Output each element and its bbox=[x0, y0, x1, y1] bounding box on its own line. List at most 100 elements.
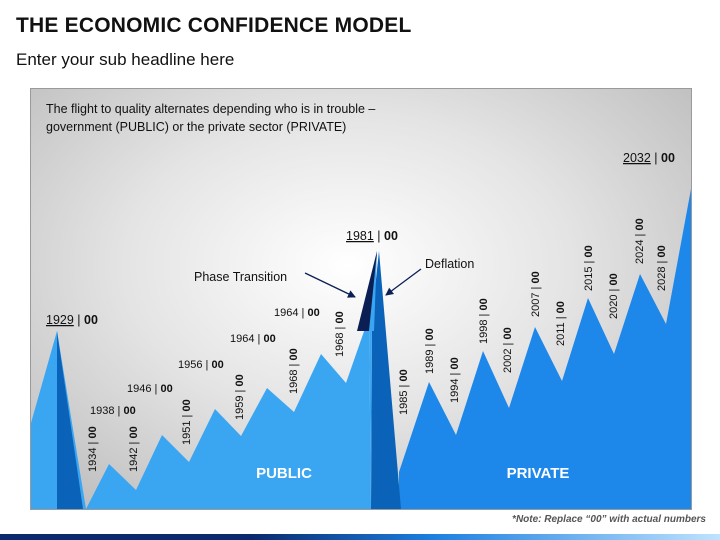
cycle-label-h: 1938 | 00 bbox=[90, 405, 136, 417]
cycle-separator: | bbox=[608, 286, 620, 295]
peak-value-1929: 00 bbox=[84, 313, 98, 327]
cycle-value: 00 bbox=[181, 399, 193, 411]
deflation-label: Deflation bbox=[425, 257, 474, 271]
cycle-value: 00 bbox=[634, 218, 646, 230]
cycle-year: 1968 bbox=[288, 370, 300, 394]
cycle-year: 1956 bbox=[178, 359, 202, 371]
cycle-separator: | bbox=[202, 359, 211, 371]
peak-value-2032: 00 bbox=[661, 151, 675, 165]
cycle-separator: | bbox=[288, 361, 300, 370]
cycle-value: 00 bbox=[555, 301, 567, 313]
spike-1929 bbox=[57, 331, 83, 509]
peak-year-1929: 1929 bbox=[46, 313, 74, 327]
cycle-label-h: 1964 | 00 bbox=[230, 333, 276, 345]
cycle-label-v: 1989 | 00 bbox=[424, 328, 436, 374]
peak-separator-1929: | bbox=[74, 313, 84, 327]
cycle-separator: | bbox=[398, 382, 410, 391]
cycle-separator: | bbox=[555, 313, 567, 322]
cycle-separator: | bbox=[151, 383, 160, 395]
footnote: *Note: Replace “00” with actual numbers bbox=[512, 514, 706, 525]
confidence-model-diagram: The flight to quality alternates dependi… bbox=[31, 102, 691, 509]
cycle-year: 2028 bbox=[656, 267, 668, 291]
cycle-label-v: 2028 | 00 bbox=[656, 245, 668, 291]
cycle-separator: | bbox=[87, 439, 99, 448]
private-area bbox=[399, 189, 691, 509]
peak-separator-1981: | bbox=[374, 229, 384, 243]
phase-transition-arrow bbox=[304, 272, 356, 298]
deflation-arrow bbox=[385, 268, 422, 296]
cycle-value: 00 bbox=[398, 369, 410, 381]
cycle-label-v: 1942 | 00 bbox=[128, 426, 140, 472]
cycle-label-v: 1985 | 00 bbox=[398, 369, 410, 415]
cycle-label-v: 1959 | 00 bbox=[234, 374, 246, 420]
cycle-separator: | bbox=[449, 370, 461, 379]
phase-transition-label: Phase Transition bbox=[194, 270, 287, 284]
description-line-2: government (PUBLIC) or the private secto… bbox=[46, 120, 346, 134]
cycle-year: 2020 bbox=[608, 295, 620, 319]
cycle-year: 2002 bbox=[502, 349, 514, 373]
cycle-label-v: 2011 | 00 bbox=[555, 301, 567, 346]
cycle-label-v: 1951 | 00 bbox=[181, 399, 193, 445]
cycle-year: 1934 bbox=[87, 448, 99, 472]
cycle-separator: | bbox=[298, 307, 307, 319]
public-area bbox=[31, 317, 371, 509]
description-line-1: The flight to quality alternates dependi… bbox=[46, 102, 375, 116]
peak-label-2032: 2032 | 00 bbox=[623, 151, 675, 165]
cycle-year: 2011 bbox=[555, 322, 567, 346]
peak-year-1981: 1981 bbox=[346, 229, 374, 243]
cycle-separator: | bbox=[530, 284, 542, 293]
cycle-value: 00 bbox=[288, 348, 300, 360]
cycle-separator: | bbox=[128, 439, 140, 448]
cycle-value: 00 bbox=[234, 374, 246, 386]
cycle-year: 2024 bbox=[634, 240, 646, 264]
cycle-label-v: 2015 | 00 bbox=[583, 245, 595, 291]
cycle-separator: | bbox=[478, 311, 490, 320]
cycle-year: 1938 bbox=[90, 405, 114, 417]
cycle-separator: | bbox=[502, 340, 514, 349]
cycle-value: 00 bbox=[478, 298, 490, 310]
cycle-value: 00 bbox=[334, 311, 346, 323]
cycle-year: 1964 bbox=[274, 307, 298, 319]
footer-bar bbox=[0, 534, 720, 540]
cycle-year: 2015 bbox=[583, 267, 595, 291]
cycle-value: 00 bbox=[160, 383, 172, 395]
spike-1981-mid bbox=[369, 251, 377, 331]
cycle-year: 1959 bbox=[234, 396, 246, 420]
cycle-separator: | bbox=[634, 231, 646, 240]
cycle-year: 1968 bbox=[334, 333, 346, 357]
cycle-value: 00 bbox=[502, 327, 514, 339]
cycle-separator: | bbox=[254, 333, 263, 345]
economic-confidence-panel: The flight to quality alternates dependi… bbox=[30, 88, 692, 510]
cycle-year: 1946 bbox=[127, 383, 151, 395]
cycle-label-h: 1956 | 00 bbox=[178, 359, 224, 371]
cycle-value: 00 bbox=[128, 426, 140, 438]
cycle-separator: | bbox=[583, 258, 595, 267]
spike-1981-dark bbox=[371, 251, 401, 509]
cycle-value: 00 bbox=[87, 426, 99, 438]
cycle-label-v: 1998 | 00 bbox=[478, 298, 490, 344]
cycle-separator: | bbox=[334, 324, 346, 333]
cycle-value: 00 bbox=[449, 357, 461, 369]
cycle-value: 00 bbox=[656, 245, 668, 257]
cycle-label-h: 1946 | 00 bbox=[127, 383, 173, 395]
cycle-year: 1998 bbox=[478, 320, 490, 344]
public-region-label: PUBLIC bbox=[256, 465, 312, 482]
cycle-value: 00 bbox=[530, 271, 542, 283]
cycle-label-v: 1994 | 00 bbox=[449, 357, 461, 403]
cycle-value: 00 bbox=[608, 273, 620, 285]
peak-label-1981: 1981 | 00 bbox=[346, 229, 398, 243]
peak-label-1929: 1929 | 00 bbox=[46, 313, 98, 327]
cycle-value: 00 bbox=[307, 307, 319, 319]
page-title: THE ECONOMIC CONFIDENCE MODEL bbox=[16, 14, 412, 37]
peak-year-2032: 2032 bbox=[623, 151, 651, 165]
cycle-label-v: 2024 | 00 bbox=[634, 218, 646, 264]
cycle-separator: | bbox=[234, 387, 246, 396]
cycle-separator: | bbox=[181, 412, 193, 421]
cycle-label-v: 2020 | 00 bbox=[608, 273, 620, 319]
cycle-label-v: 2002 | 00 bbox=[502, 327, 514, 373]
cycle-separator: | bbox=[114, 405, 123, 417]
cycle-year: 1964 bbox=[230, 333, 254, 345]
cycle-label-v: 2007 | 00 bbox=[530, 271, 542, 317]
cycle-label-v: 1968 | 00 bbox=[288, 348, 300, 394]
cycle-separator: | bbox=[656, 258, 668, 267]
